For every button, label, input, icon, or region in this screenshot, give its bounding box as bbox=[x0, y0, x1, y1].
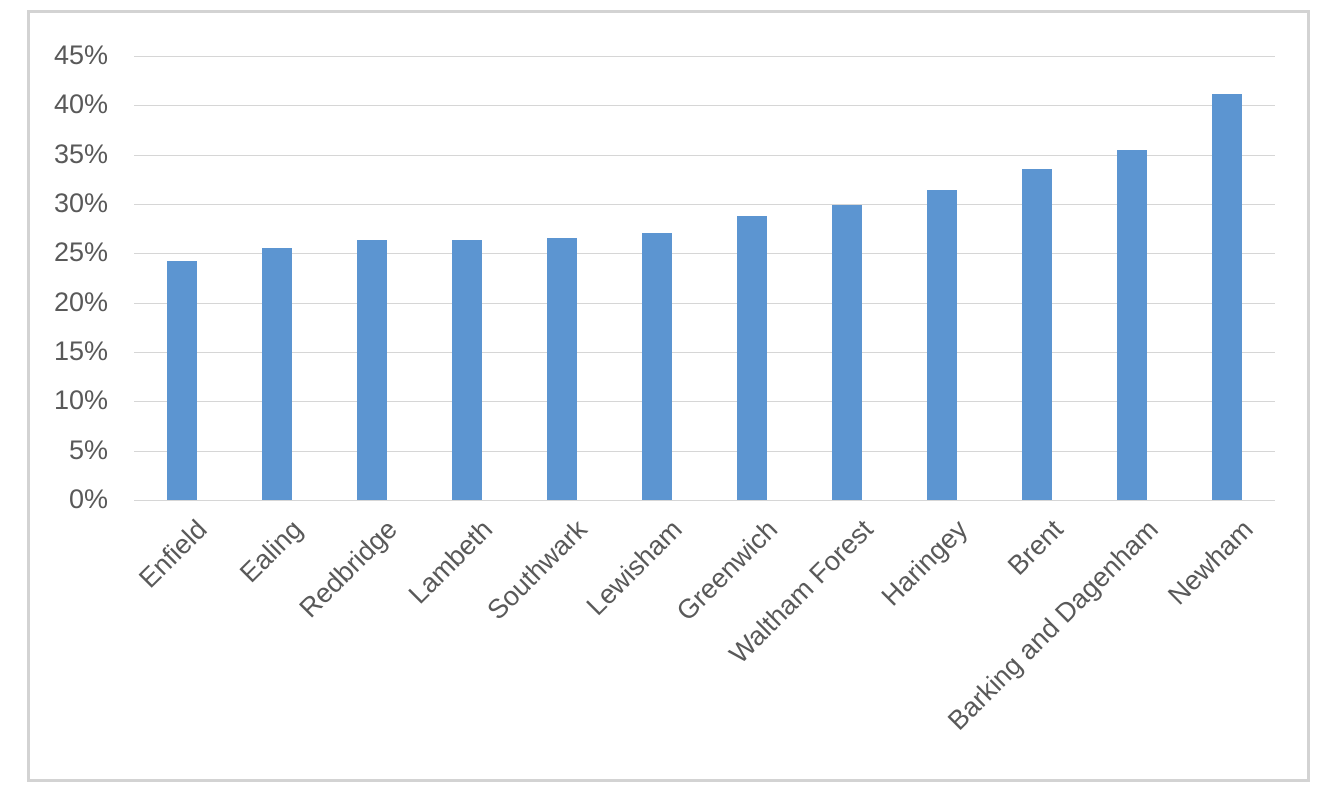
bar-slot bbox=[419, 56, 514, 500]
bar-southwark bbox=[546, 237, 577, 500]
x-category-label: Brent bbox=[1001, 514, 1069, 581]
bar-enfield bbox=[166, 261, 197, 500]
bar-slot bbox=[800, 56, 895, 500]
y-tick-label: 10% bbox=[53, 385, 108, 416]
gridline bbox=[134, 302, 1275, 304]
x-axis-labels: Enfield Ealing Redbridge Lambeth Southwark Le… bbox=[133, 514, 1275, 774]
x-axis-line bbox=[134, 500, 1275, 501]
x-category-label: Redbridge bbox=[293, 514, 403, 624]
bar-lambeth bbox=[451, 239, 482, 500]
gridline bbox=[134, 204, 1275, 205]
bar-haringey bbox=[927, 190, 958, 500]
gridline bbox=[134, 450, 1275, 452]
bar-lewisham bbox=[641, 232, 672, 500]
x-category-label: Newham bbox=[1162, 514, 1259, 611]
bar-slot bbox=[990, 56, 1085, 500]
y-tick-label: 35% bbox=[53, 138, 108, 169]
y-tick-label: 25% bbox=[53, 237, 108, 268]
y-tick-label: 20% bbox=[53, 286, 108, 317]
bar-barking-and-dagenham bbox=[1117, 149, 1148, 500]
x-category-label: Ealing bbox=[233, 514, 308, 589]
bar-slot bbox=[704, 56, 799, 500]
gridline bbox=[134, 401, 1275, 403]
x-category-label: Southwark bbox=[481, 514, 594, 626]
bar-waltham-forest bbox=[832, 205, 863, 500]
bar-ealing bbox=[261, 248, 292, 500]
bar-series bbox=[134, 56, 1275, 500]
bar-slot bbox=[324, 56, 419, 500]
x-category-label: Lambeth bbox=[402, 514, 499, 610]
y-tick-label: 0% bbox=[68, 483, 108, 514]
y-tick-label: 45% bbox=[53, 39, 108, 70]
gridline bbox=[134, 56, 1275, 57]
bar-slot bbox=[1180, 56, 1275, 500]
bar-brent bbox=[1022, 169, 1053, 500]
bar-redbridge bbox=[356, 239, 387, 500]
bar-newham bbox=[1212, 94, 1243, 500]
y-axis-labels: 0% 5% 10% 15% 20% 25% 30% 35% 40% 45% bbox=[30, 40, 108, 514]
plot-area bbox=[134, 56, 1275, 501]
x-category-label: Haringey bbox=[875, 514, 974, 612]
bar-slot bbox=[609, 56, 704, 500]
y-tick-label: 5% bbox=[68, 434, 108, 465]
bar-slot bbox=[514, 56, 609, 500]
gridline bbox=[134, 105, 1275, 107]
x-category-label: Enfield bbox=[133, 514, 213, 594]
gridline bbox=[134, 154, 1275, 156]
bar-greenwich bbox=[737, 215, 767, 500]
bar-slot bbox=[229, 56, 324, 500]
gridline bbox=[134, 253, 1275, 255]
chart-frame: 0% 5% 10% 15% 20% 25% 30% 35% 40% 45% Enfield Eali… bbox=[27, 10, 1310, 782]
y-tick-label: 30% bbox=[53, 187, 108, 218]
y-tick-label: 15% bbox=[53, 335, 108, 366]
gridline bbox=[134, 352, 1275, 353]
bar-slot bbox=[134, 56, 229, 500]
y-tick-label: 40% bbox=[53, 89, 108, 120]
bar-slot bbox=[895, 56, 990, 500]
bar-slot bbox=[1085, 56, 1180, 500]
